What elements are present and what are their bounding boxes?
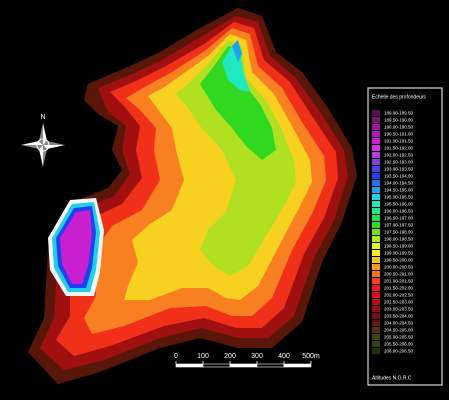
north-label: N — [40, 114, 45, 121]
legend-label: 204.50-205.00 — [384, 328, 414, 333]
legend-label: 189.50-190.00 — [384, 118, 414, 123]
legend-label: 192.00-192.50 — [384, 153, 414, 158]
legend-label: 201.00-201.50 — [384, 279, 414, 284]
legend-label: 195.00-195.50 — [384, 195, 414, 200]
legend-label: 206.00-206.50 — [384, 349, 414, 354]
legend-swatch — [372, 180, 380, 186]
legend-label: 205.50-206.00 — [384, 342, 414, 347]
legend-swatch — [372, 117, 380, 123]
scale-label: 0 — [174, 353, 178, 360]
legend-label: 194.00-194.50 — [384, 181, 414, 186]
legend-label: 191.00-191.50 — [384, 139, 414, 144]
legend-label: 204.00-204.50 — [384, 321, 414, 326]
legend-swatch — [372, 145, 380, 151]
scale-bar: 0 100 200 300 400 500m — [174, 353, 320, 368]
legend-title: Echelle des profondeurs — [372, 94, 426, 100]
legend-swatch — [372, 299, 380, 305]
legend-label: 200.50-201.00 — [384, 272, 414, 277]
legend-footer: Altitudes N.G.R.C — [372, 375, 412, 381]
legend-swatch — [372, 194, 380, 200]
legend-label: 200.00-200.50 — [384, 265, 414, 270]
legend-swatch — [372, 257, 380, 263]
legend-swatch — [372, 138, 380, 144]
legend-label: 193.00-193.50 — [384, 167, 414, 172]
legend-swatch — [372, 334, 380, 340]
legend-label: 196.50-197.00 — [384, 216, 414, 221]
scale-label: 500m — [302, 353, 320, 360]
legend-label: 197.50-198.00 — [384, 230, 414, 235]
scale-label: 100 — [197, 353, 209, 360]
legend-swatch — [372, 236, 380, 242]
legend-label: 190.50-191.00 — [384, 132, 414, 137]
legend-label: 196.00-196.50 — [384, 209, 414, 214]
scale-segment — [175, 363, 204, 368]
legend-swatch — [372, 124, 380, 130]
legend-label: 202.00-202.50 — [384, 293, 414, 298]
scale-label: 300 — [251, 353, 263, 360]
legend-label: 195.50-196.00 — [384, 202, 414, 207]
legend-swatch — [372, 292, 380, 298]
legend-label: 190.00-190.50 — [384, 125, 414, 130]
legend-label: 192.50-193.00 — [384, 160, 414, 165]
scale-segment — [256, 363, 285, 368]
legend-swatch — [372, 320, 380, 326]
legend: Echelle des profondeurs Altitudes N.G.R.… — [367, 87, 443, 386]
legend-swatch — [372, 166, 380, 172]
legend-swatch — [372, 131, 380, 137]
legend-label: 205.00-205.50 — [384, 335, 414, 340]
legend-swatch — [372, 341, 380, 347]
legend-swatch — [372, 306, 380, 312]
legend-label: 202.50-203.00 — [384, 300, 414, 305]
legend-label: 199.00-199.50 — [384, 251, 414, 256]
scale-label: 400 — [278, 353, 290, 360]
legend-swatch — [372, 110, 380, 116]
legend-swatch — [372, 243, 380, 249]
legend-swatch — [372, 229, 380, 235]
legend-swatch — [372, 313, 380, 319]
legend-swatch — [372, 285, 380, 291]
legend-swatch — [372, 222, 380, 228]
legend-swatch — [372, 201, 380, 207]
compass: N — [21, 114, 65, 167]
legend-swatch — [372, 264, 380, 270]
legend-swatch — [372, 348, 380, 354]
scale-segment — [229, 363, 258, 368]
legend-swatch — [372, 152, 380, 158]
legend-swatch — [372, 271, 380, 277]
legend-label: 197.00-197.50 — [384, 223, 414, 228]
legend-label: 199.50-200.00 — [384, 258, 414, 263]
legend-swatch — [372, 159, 380, 165]
legend-label: 191.50-192.00 — [384, 146, 414, 151]
legend-label: 203.00-203.50 — [384, 307, 414, 312]
scale-segment — [202, 363, 231, 368]
depth-map — [28, 8, 357, 384]
legend-swatch — [372, 187, 380, 193]
legend-swatch — [372, 327, 380, 333]
legend-swatch — [372, 250, 380, 256]
scale-segment — [283, 363, 312, 368]
legend-label: 201.50-202.00 — [384, 286, 414, 291]
legend-label: 203.50-204.00 — [384, 314, 414, 319]
legend-label: 194.50-195.00 — [384, 188, 414, 193]
legend-label: 198.50-199.00 — [384, 244, 414, 249]
legend-label: 189.00-189.50 — [384, 111, 414, 116]
legend-label: 198.00-198.50 — [384, 237, 414, 242]
legend-swatch — [372, 208, 380, 214]
scale-label: 200 — [224, 353, 236, 360]
legend-label: 193.50-194.00 — [384, 174, 414, 179]
legend-swatch — [372, 215, 380, 221]
legend-swatch — [372, 173, 380, 179]
legend-swatch — [372, 278, 380, 284]
